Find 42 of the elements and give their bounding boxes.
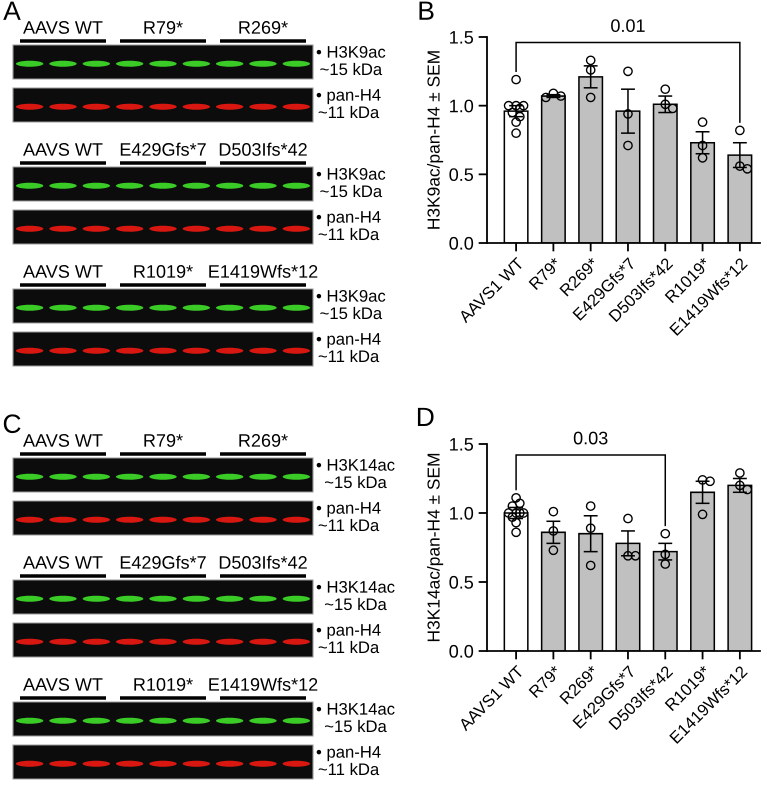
y-tick-label: 1.5 xyxy=(450,438,474,451)
text: • H3K14ac ~15 kDa xyxy=(316,459,395,488)
text: • pan-H4 ~11 kDa xyxy=(316,211,381,240)
text: • H3K14ac ~15 kDa xyxy=(316,703,395,732)
text: • pan-H4 ~11 kDa xyxy=(316,333,381,362)
text: • H3K9ac ~15 kDa xyxy=(316,168,386,198)
text: • pan-H4 ~11 kDa xyxy=(316,502,381,532)
text: D503Ifs*42 xyxy=(220,556,307,569)
text: • pan-H4 ~11 kDa xyxy=(316,89,381,118)
chart-title: B xyxy=(419,2,434,20)
y-tick-label: 1.0 xyxy=(450,100,474,112)
text: A xyxy=(3,2,21,20)
text: AAVS WT xyxy=(23,21,103,34)
text: R269* xyxy=(239,21,288,34)
text: • pan-H4 ~11 kDa xyxy=(316,624,381,654)
text: E429Gfs*7 xyxy=(120,142,206,156)
text: • H3K9ac ~15 kDa xyxy=(316,46,386,76)
y-axis-title: H3K9ac/pan-H4 ± SEM xyxy=(426,51,444,229)
text: D503Ifs*42 xyxy=(220,142,307,156)
text: AAVS WT xyxy=(23,678,103,691)
text: • H3K9ac ~15 kDa xyxy=(316,290,386,320)
y-tick-label: 1.5 xyxy=(450,31,474,44)
y-tick-label: 0.5 xyxy=(449,576,474,589)
text: C xyxy=(4,414,21,434)
text: AAVS WT xyxy=(23,265,103,278)
text: AAVS WT xyxy=(23,556,103,569)
y-tick-label: 0.0 xyxy=(449,236,474,250)
text: • pan-H4 ~11 kDa xyxy=(316,746,381,776)
text: • H3K14ac ~15 kDa xyxy=(316,581,395,610)
y-tick-label: 0.5 xyxy=(449,168,474,182)
text: 0.01 xyxy=(611,19,645,32)
y-axis-title: H3K14ac/pan-H4 ± SEM xyxy=(426,454,444,642)
y-tick-label: 1.0 xyxy=(450,506,474,520)
text: R79* xyxy=(144,434,183,447)
text: AAVS WT xyxy=(23,143,103,156)
text: E429Gfs*7 xyxy=(120,556,206,569)
text: R269* xyxy=(239,434,288,447)
text: R79* xyxy=(144,21,183,34)
y-tick-label: 0.0 xyxy=(449,644,474,658)
annotation: 0.03 xyxy=(574,432,608,444)
text: AAVS WT xyxy=(23,434,103,447)
chart-title: D xyxy=(418,408,434,426)
